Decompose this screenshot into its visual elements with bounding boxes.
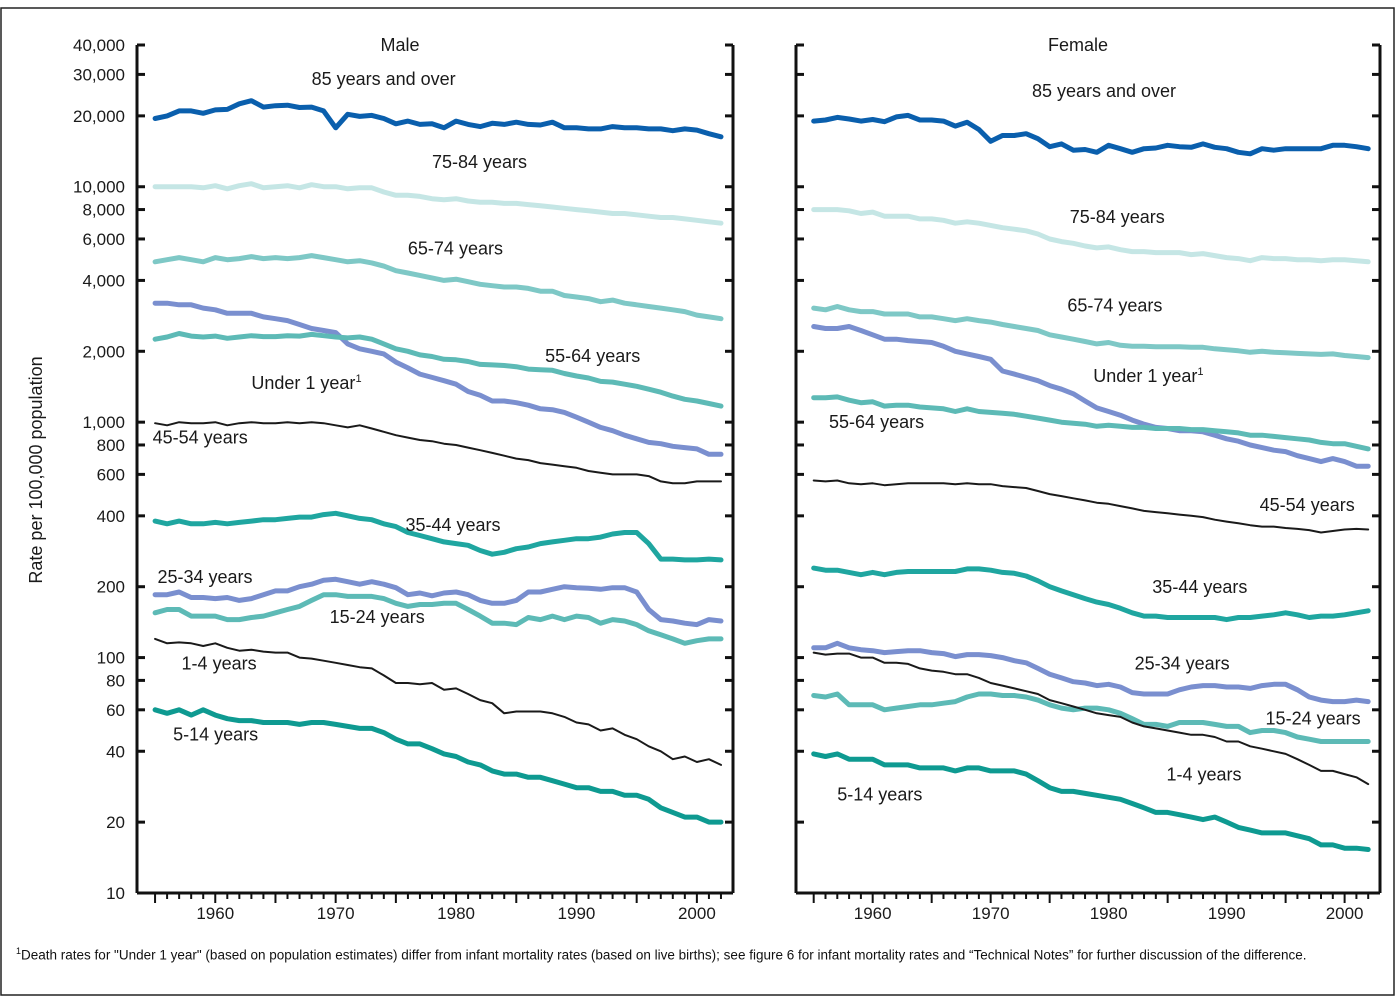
y-tick-label: 30,000 [73,65,125,84]
panel-title: Female [1048,35,1108,55]
series-line [811,691,1371,744]
series-label: 45-54 years [1260,495,1355,515]
y-tick-label: 600 [97,465,125,484]
footnote-text: Death rates for "Under 1 year" (based on… [21,947,1307,963]
y-tick-label: 100 [97,649,125,668]
panel-title: Male [380,35,419,55]
series-line [152,510,724,563]
y-tick-label: 10,000 [73,178,125,197]
x-tick-label: 1970 [972,904,1010,923]
series-line [811,207,1371,265]
series-line [812,651,1370,786]
series-line [152,300,724,457]
y-tick-label: 40,000 [73,36,125,55]
y-tick-label: 2,000 [82,342,125,361]
series-line [811,751,1371,852]
series-label: 25-34 years [1135,653,1230,673]
outer-border [0,7,1395,996]
x-tick-label: 1970 [317,904,355,923]
series-label: 75-84 years [1070,207,1165,227]
series-line [152,592,724,646]
series-label: 55-64 years [829,412,924,432]
y-tick-label: 4,000 [82,271,125,290]
series-label: 45-54 years [153,428,248,448]
series-label: 25-34 years [157,567,252,587]
series-label: 1-4 years [182,653,257,673]
series-line [811,304,1371,361]
footnote: 1Death rates for "Under 1 year" (based o… [16,943,1376,964]
male-panel: Male 10 20 40 60 80 100 200 400 600 800 1,000 2,000 4… [73,35,735,923]
series-label: 85 years and over [312,69,456,89]
female-panel: Female 1960 1970 1980 1990 2000 85 years and o… [794,35,1382,923]
x-tick-label: 1980 [437,904,475,923]
series-label: 15-24 years [1266,708,1361,728]
x-tick-label: 1960 [196,904,234,923]
y-tick-label: 6,000 [82,230,125,249]
y-tick-label: 10 [106,884,125,903]
series-line [811,640,1371,705]
series-line [812,479,1370,534]
y-axis-label: Rate per 100,000 population [26,356,46,583]
y-tick-label: 60 [106,701,125,720]
series-line [811,112,1371,157]
x-tick-label: 1960 [854,904,892,923]
footnote-marker: 1 [16,946,22,956]
x-tick-label: 1980 [1090,904,1128,923]
series-line [154,637,722,766]
series-line [152,331,724,409]
x-tick-label: 2000 [678,904,716,923]
series-label: 5-14 years [173,724,258,744]
series-line [152,253,724,322]
series-label: 55-64 years [545,346,640,366]
y-tick-label: 1,000 [82,413,125,432]
series-line [811,394,1371,452]
y-tick-label: 8,000 [82,201,125,220]
series-label: Under 1 year1 [251,373,361,393]
series-line [811,324,1371,469]
x-tick-label: 1990 [558,904,596,923]
series-label: 35-44 years [406,515,501,535]
y-tick-label: 20,000 [73,107,125,126]
series-line [811,565,1371,623]
series-line [152,576,724,628]
x-tick-label: 2000 [1326,904,1364,923]
y-tick-label: 200 [97,578,125,597]
series-label: Under 1 year1 [1093,366,1203,386]
x-tick-label: 1990 [1208,904,1246,923]
series-label-superscript: 1 [1197,366,1203,378]
series-label: 65-74 years [408,239,503,259]
series-label: 1-4 years [1166,765,1241,785]
y-tick-label: 20 [106,813,125,832]
series-label-superscript: 1 [355,373,361,385]
series-label: 5-14 years [837,785,922,805]
y-tick-label: 80 [106,671,125,690]
series-label: 65-74 years [1067,296,1162,316]
series-line [154,421,722,485]
series-label: 15-24 years [330,607,425,627]
series-label: 35-44 years [1152,577,1247,597]
series-line [152,98,724,140]
series-line [152,707,724,825]
y-tick-label: 400 [97,507,125,526]
series-label: 85 years and over [1032,81,1176,101]
y-tick-label: 40 [106,742,125,761]
y-tick-label: 800 [97,436,125,455]
series-label: 75-84 years [432,152,527,172]
series-line [152,181,724,226]
